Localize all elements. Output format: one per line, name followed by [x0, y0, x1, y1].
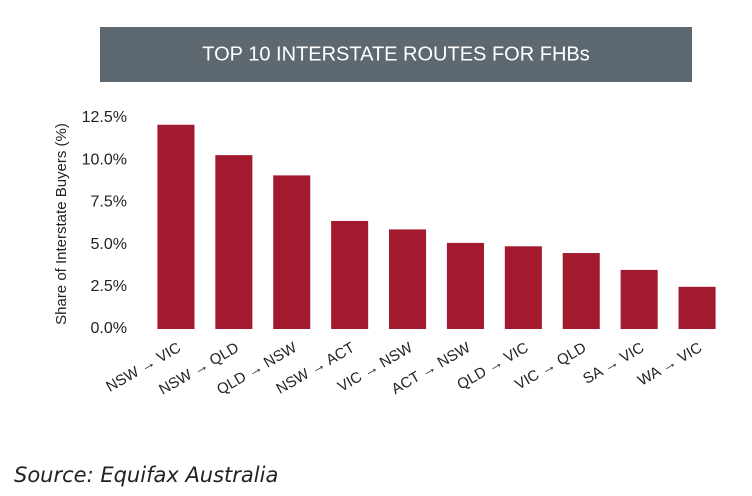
y-tick-label: 10.0%: [82, 151, 127, 168]
bar: [331, 220, 369, 329]
y-tick-label: 12.5%: [82, 109, 127, 126]
bar: [504, 246, 542, 329]
bar: [620, 269, 658, 329]
bar: [215, 155, 253, 329]
y-axis-label: Share of Interstate Buyers (%): [53, 123, 70, 325]
bar: [273, 175, 311, 329]
y-tick-label: 0.0%: [91, 320, 127, 337]
y-tick-label: 2.5%: [91, 278, 127, 295]
bar: [157, 124, 195, 329]
chart-title: TOP 10 INTERSTATE ROUTES FOR FHBs: [202, 43, 589, 65]
source-note: Source: Equifax Australia: [14, 463, 278, 487]
title-banner: [100, 27, 692, 82]
bar: [678, 286, 716, 329]
bar: [562, 253, 600, 329]
x-tick-label: WA → VIC: [635, 339, 705, 389]
bar: [389, 229, 427, 329]
y-tick-label: 7.5%: [91, 194, 127, 211]
bar: [446, 242, 484, 329]
y-tick-label: 5.0%: [91, 236, 127, 253]
